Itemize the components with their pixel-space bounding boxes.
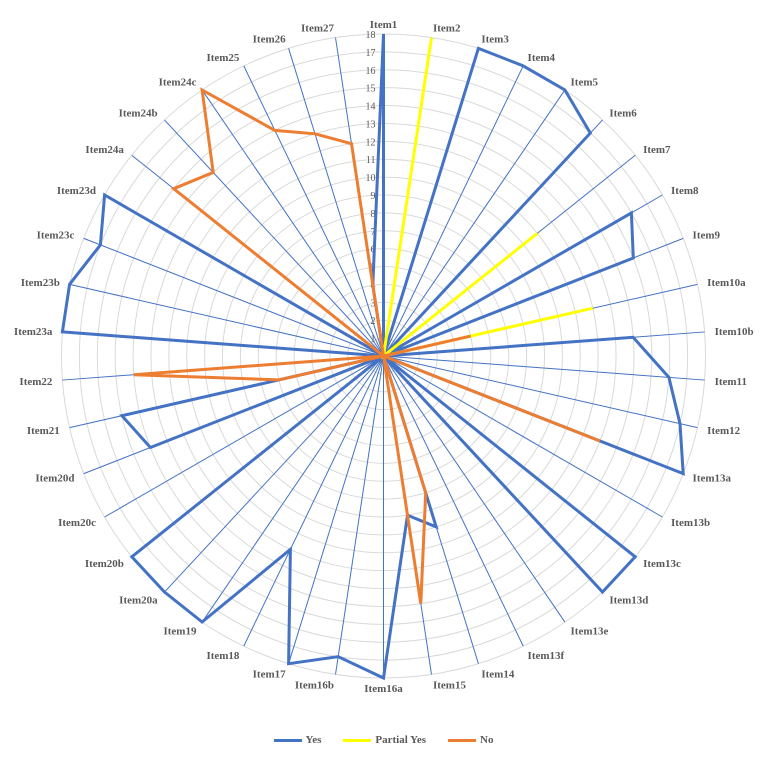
category-label-item13b: Item13b xyxy=(671,517,710,529)
data-series xyxy=(60,33,685,681)
category-label-item13d: Item13d xyxy=(609,594,648,606)
category-label-item23b: Item23b xyxy=(21,277,60,289)
category-label-item7: Item7 xyxy=(643,144,671,156)
category-label-item11: Item11 xyxy=(715,376,747,388)
series-line-yes xyxy=(60,33,685,681)
legend-swatch-partial-yes xyxy=(343,738,372,742)
spoke-item18 xyxy=(243,355,384,647)
category-label-item23a: Item23a xyxy=(14,326,53,338)
category-label-item23c: Item23c xyxy=(37,230,75,242)
spoke-item17 xyxy=(288,355,384,664)
legend-label-no: No xyxy=(480,734,494,746)
tick-label: 11 xyxy=(366,155,376,166)
category-label-item12: Item12 xyxy=(707,425,740,437)
tick-label: 13 xyxy=(366,119,376,130)
spoke-item19 xyxy=(201,355,384,623)
series-line-no xyxy=(133,87,601,604)
category-label-item20a: Item20a xyxy=(119,594,158,606)
spoke-item5 xyxy=(383,89,566,357)
spoke-item23c xyxy=(83,237,384,357)
spoke-item11 xyxy=(383,355,705,381)
tick-label: 7 xyxy=(371,227,376,238)
category-label-item20b: Item20b xyxy=(85,558,124,570)
legend: Yes Partial Yes No xyxy=(0,734,767,746)
series-line-partial-yes xyxy=(381,37,594,360)
category-labels: Item1 Item2 Item3 Item4 Item5 Item6 Item7 Item8… xyxy=(14,19,754,695)
spoke-item25 xyxy=(243,65,384,357)
category-label-item19: Item19 xyxy=(163,625,196,637)
category-label-item16a: Item16a xyxy=(364,683,403,695)
legend-swatch-no xyxy=(448,738,477,742)
tick-label: 8 xyxy=(371,209,376,220)
legend-swatch-yes xyxy=(273,738,302,742)
spoke-item20a xyxy=(164,355,384,593)
category-label-item9: Item9 xyxy=(693,230,721,242)
category-label-item14: Item14 xyxy=(481,668,514,680)
category-label-item24a: Item24a xyxy=(85,144,124,156)
category-label-item13c: Item13c xyxy=(643,558,681,570)
category-label-item20c: Item20c xyxy=(58,517,96,529)
category-label-item1: Item1 xyxy=(370,19,398,31)
category-label-item24b: Item24b xyxy=(119,108,158,120)
spoke-item24b xyxy=(164,119,384,357)
category-label-item17: Item17 xyxy=(253,668,286,680)
spoke-item16b xyxy=(335,355,384,675)
spoke-item23b xyxy=(69,283,384,357)
tick-label: 16 xyxy=(366,66,376,77)
category-label-item21: Item21 xyxy=(27,425,60,437)
category-label-item22: Item22 xyxy=(19,376,52,388)
spoke-item13b xyxy=(383,355,663,518)
category-label-item8: Item8 xyxy=(671,185,699,197)
spoke-item4 xyxy=(383,65,524,357)
category-label-item3: Item3 xyxy=(481,34,509,46)
spoke-item24c xyxy=(201,89,384,357)
tick-label: 12 xyxy=(366,137,376,148)
category-label-item20d: Item20d xyxy=(35,472,74,484)
category-label-item13a: Item13a xyxy=(693,472,732,484)
spoke-item13f xyxy=(383,355,524,647)
tick-label: 17 xyxy=(366,48,376,59)
tick-label: 9 xyxy=(371,191,376,202)
category-label-item4: Item4 xyxy=(528,52,556,64)
category-label-item25: Item25 xyxy=(206,52,239,64)
category-label-item15: Item15 xyxy=(433,679,466,691)
tick-label: 18 xyxy=(366,30,376,41)
category-label-item18: Item18 xyxy=(206,650,239,662)
legend-item-yes: Yes xyxy=(273,734,322,746)
tick-label: 1 xyxy=(371,334,376,345)
category-label-item6: Item6 xyxy=(609,108,637,120)
category-label-item27: Item27 xyxy=(301,23,334,35)
tick-label: 15 xyxy=(366,84,376,95)
tick-label: 3 xyxy=(371,298,376,309)
legend-label-yes: Yes xyxy=(305,734,322,746)
legend-item-no: No xyxy=(448,734,493,746)
tick-label: 14 xyxy=(366,102,376,113)
category-label-item16b: Item16b xyxy=(295,679,334,691)
spoke-item12 xyxy=(383,355,698,429)
spoke-item20c xyxy=(104,355,384,518)
category-label-item5: Item5 xyxy=(571,77,599,89)
category-label-item10a: Item10a xyxy=(707,277,746,289)
category-label-item13f: Item13f xyxy=(528,650,565,662)
category-label-item23d: Item23d xyxy=(57,185,96,197)
spoke-item13e xyxy=(383,355,566,623)
category-label-item26: Item26 xyxy=(253,34,286,46)
category-label-item13e: Item13e xyxy=(571,625,609,637)
spoke-item26 xyxy=(288,48,384,357)
legend-item-partial-yes: Partial Yes xyxy=(343,734,426,746)
tick-label: 10 xyxy=(366,173,376,184)
legend-label-partial-yes: Partial Yes xyxy=(375,734,427,746)
category-label-item10b: Item10b xyxy=(715,326,754,338)
tick-label: 2 xyxy=(371,316,376,327)
category-label-item2: Item2 xyxy=(433,23,461,35)
category-label-item24c: Item24c xyxy=(159,77,197,89)
